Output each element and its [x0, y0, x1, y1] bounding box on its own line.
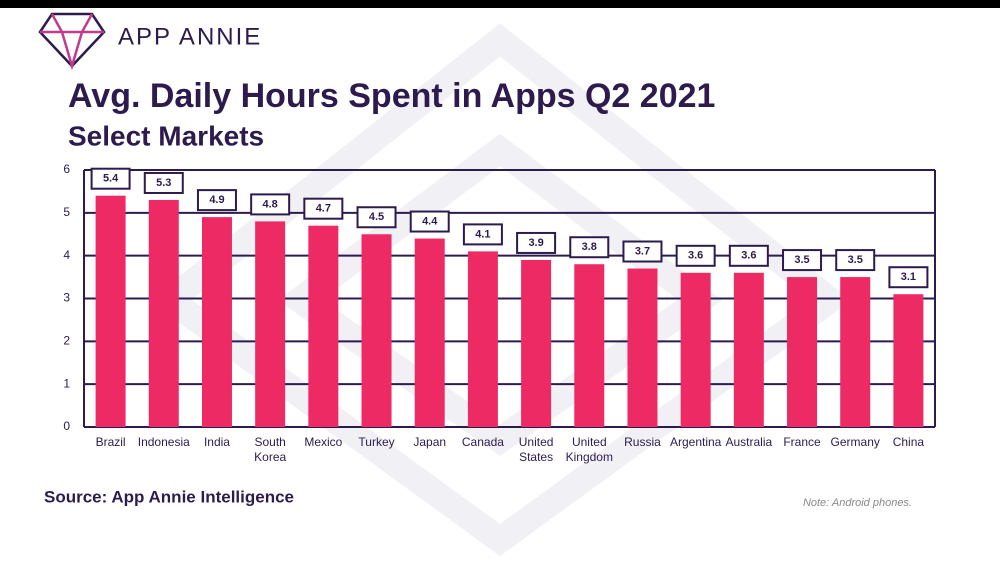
value-label-box [569, 236, 610, 259]
x-tick-label: Germany [830, 435, 880, 449]
bar [148, 199, 179, 427]
value-label-box [90, 167, 131, 190]
y-tick-label: 6 [63, 162, 70, 176]
bar [840, 277, 871, 427]
x-tick-label: Indonesia [137, 435, 190, 449]
x-tick-label: Russia [624, 435, 661, 449]
value-label-box [728, 244, 769, 267]
value-label: 5.4 [103, 173, 119, 185]
value-label: 4.1 [475, 228, 490, 240]
value-label-box [303, 197, 344, 220]
value-label-box [675, 244, 716, 267]
note: Note: Android phones. [803, 497, 912, 509]
y-tick-label: 3 [63, 291, 70, 305]
value-label: 3.6 [741, 250, 756, 262]
top-bar [0, 0, 1000, 8]
bar [893, 294, 924, 427]
bar [574, 264, 605, 427]
value-label: 5.3 [156, 177, 171, 189]
y-tick-label: 4 [63, 248, 70, 262]
x-tick-label: South Korea [254, 435, 287, 464]
x-tick-label: Australia [725, 435, 773, 449]
x-tick-label: Argentina [669, 435, 722, 449]
x-tick-label: France [783, 435, 821, 449]
value-label-box [196, 189, 237, 212]
x-tick-label: China [892, 435, 925, 449]
y-tick-label: 2 [63, 334, 70, 348]
value-label-box [409, 210, 450, 233]
value-label-box [516, 231, 557, 254]
y-tick-label: 1 [63, 376, 70, 390]
bar [308, 225, 339, 427]
x-tick-label: India [203, 435, 230, 449]
value-label: 3.6 [688, 250, 703, 262]
chart-title: Avg. Daily Hours Spent in Apps Q2 2021 [68, 77, 715, 115]
value-label: 4.8 [263, 198, 278, 210]
bar [201, 217, 232, 427]
bar [467, 251, 498, 427]
source: Source: App Annie Intelligence [44, 487, 294, 506]
value-label: 4.7 [316, 203, 331, 215]
y-tick-label: 5 [63, 205, 70, 219]
x-tick-label: United States [518, 435, 554, 464]
bar [95, 195, 126, 427]
value-label-box [782, 249, 823, 272]
value-label: 4.9 [209, 194, 224, 206]
logo [38, 12, 106, 71]
value-label: 3.9 [528, 237, 543, 249]
value-label: 3.7 [635, 245, 650, 257]
value-label: 3.5 [848, 254, 863, 266]
x-tick-label: Turkey [358, 435, 395, 449]
x-tick-label: United Kingdom [565, 435, 613, 464]
value-label-box [462, 223, 503, 246]
value-label: 4.5 [369, 211, 384, 223]
value-label: 4.4 [422, 215, 438, 227]
value-label-box [888, 266, 929, 289]
bar [361, 234, 392, 427]
x-tick-label: Brazil [95, 435, 126, 449]
bar [680, 272, 711, 427]
value-label-box [143, 171, 184, 194]
x-tick-label: Japan [413, 435, 447, 449]
value-label: 3.8 [582, 241, 597, 253]
x-tick-label: Canada [461, 435, 504, 449]
value-label-box [356, 206, 397, 229]
bar [521, 259, 552, 427]
bar [414, 238, 445, 427]
value-label: 3.5 [794, 254, 809, 266]
value-label: 3.1 [901, 271, 916, 283]
chart-subtitle: Select Markets [68, 120, 264, 151]
x-tick-label: Mexico [304, 435, 343, 449]
bar [627, 268, 658, 427]
bar [733, 272, 764, 427]
y-tick-label: 0 [63, 419, 70, 433]
value-label-box [835, 249, 876, 272]
value-label-box [250, 193, 291, 216]
bar [255, 221, 286, 427]
brand: APP ANNIE [118, 23, 262, 50]
bar [787, 277, 818, 427]
value-label-box [622, 240, 663, 263]
